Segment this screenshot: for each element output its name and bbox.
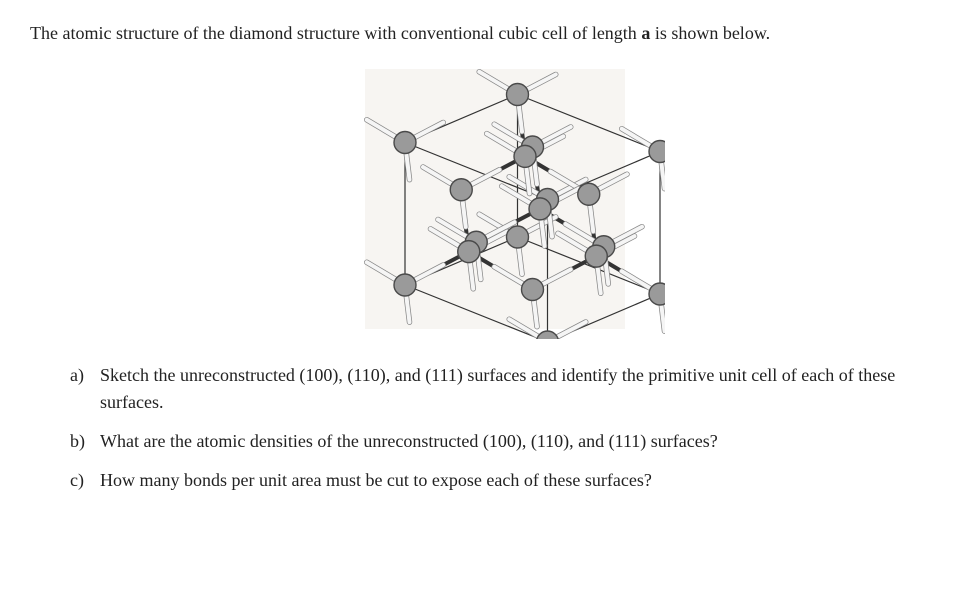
question-label: c) xyxy=(70,467,100,494)
question-item: a) Sketch the unreconstructed (100), (11… xyxy=(70,362,940,416)
question-list: a) Sketch the unreconstructed (100), (11… xyxy=(30,362,940,494)
question-label: b) xyxy=(70,428,100,455)
question-label: a) xyxy=(70,362,100,416)
question-item: b) What are the atomic densities of the … xyxy=(70,428,940,455)
intro-after: is shown below. xyxy=(650,23,770,43)
intro-before: The atomic structure of the diamond stru… xyxy=(30,23,641,43)
question-text: Sketch the unreconstructed (100), (110),… xyxy=(100,362,940,416)
question-text: How many bonds per unit area must be cut… xyxy=(100,467,940,494)
question-item: c) How many bonds per unit area must be … xyxy=(70,467,940,494)
figure-container: a xyxy=(30,59,940,344)
diamond-structure-figure: a xyxy=(305,59,665,339)
question-text: What are the atomic densities of the unr… xyxy=(100,428,940,455)
intro-bold: a xyxy=(641,23,650,43)
intro-text: The atomic structure of the diamond stru… xyxy=(30,20,940,47)
